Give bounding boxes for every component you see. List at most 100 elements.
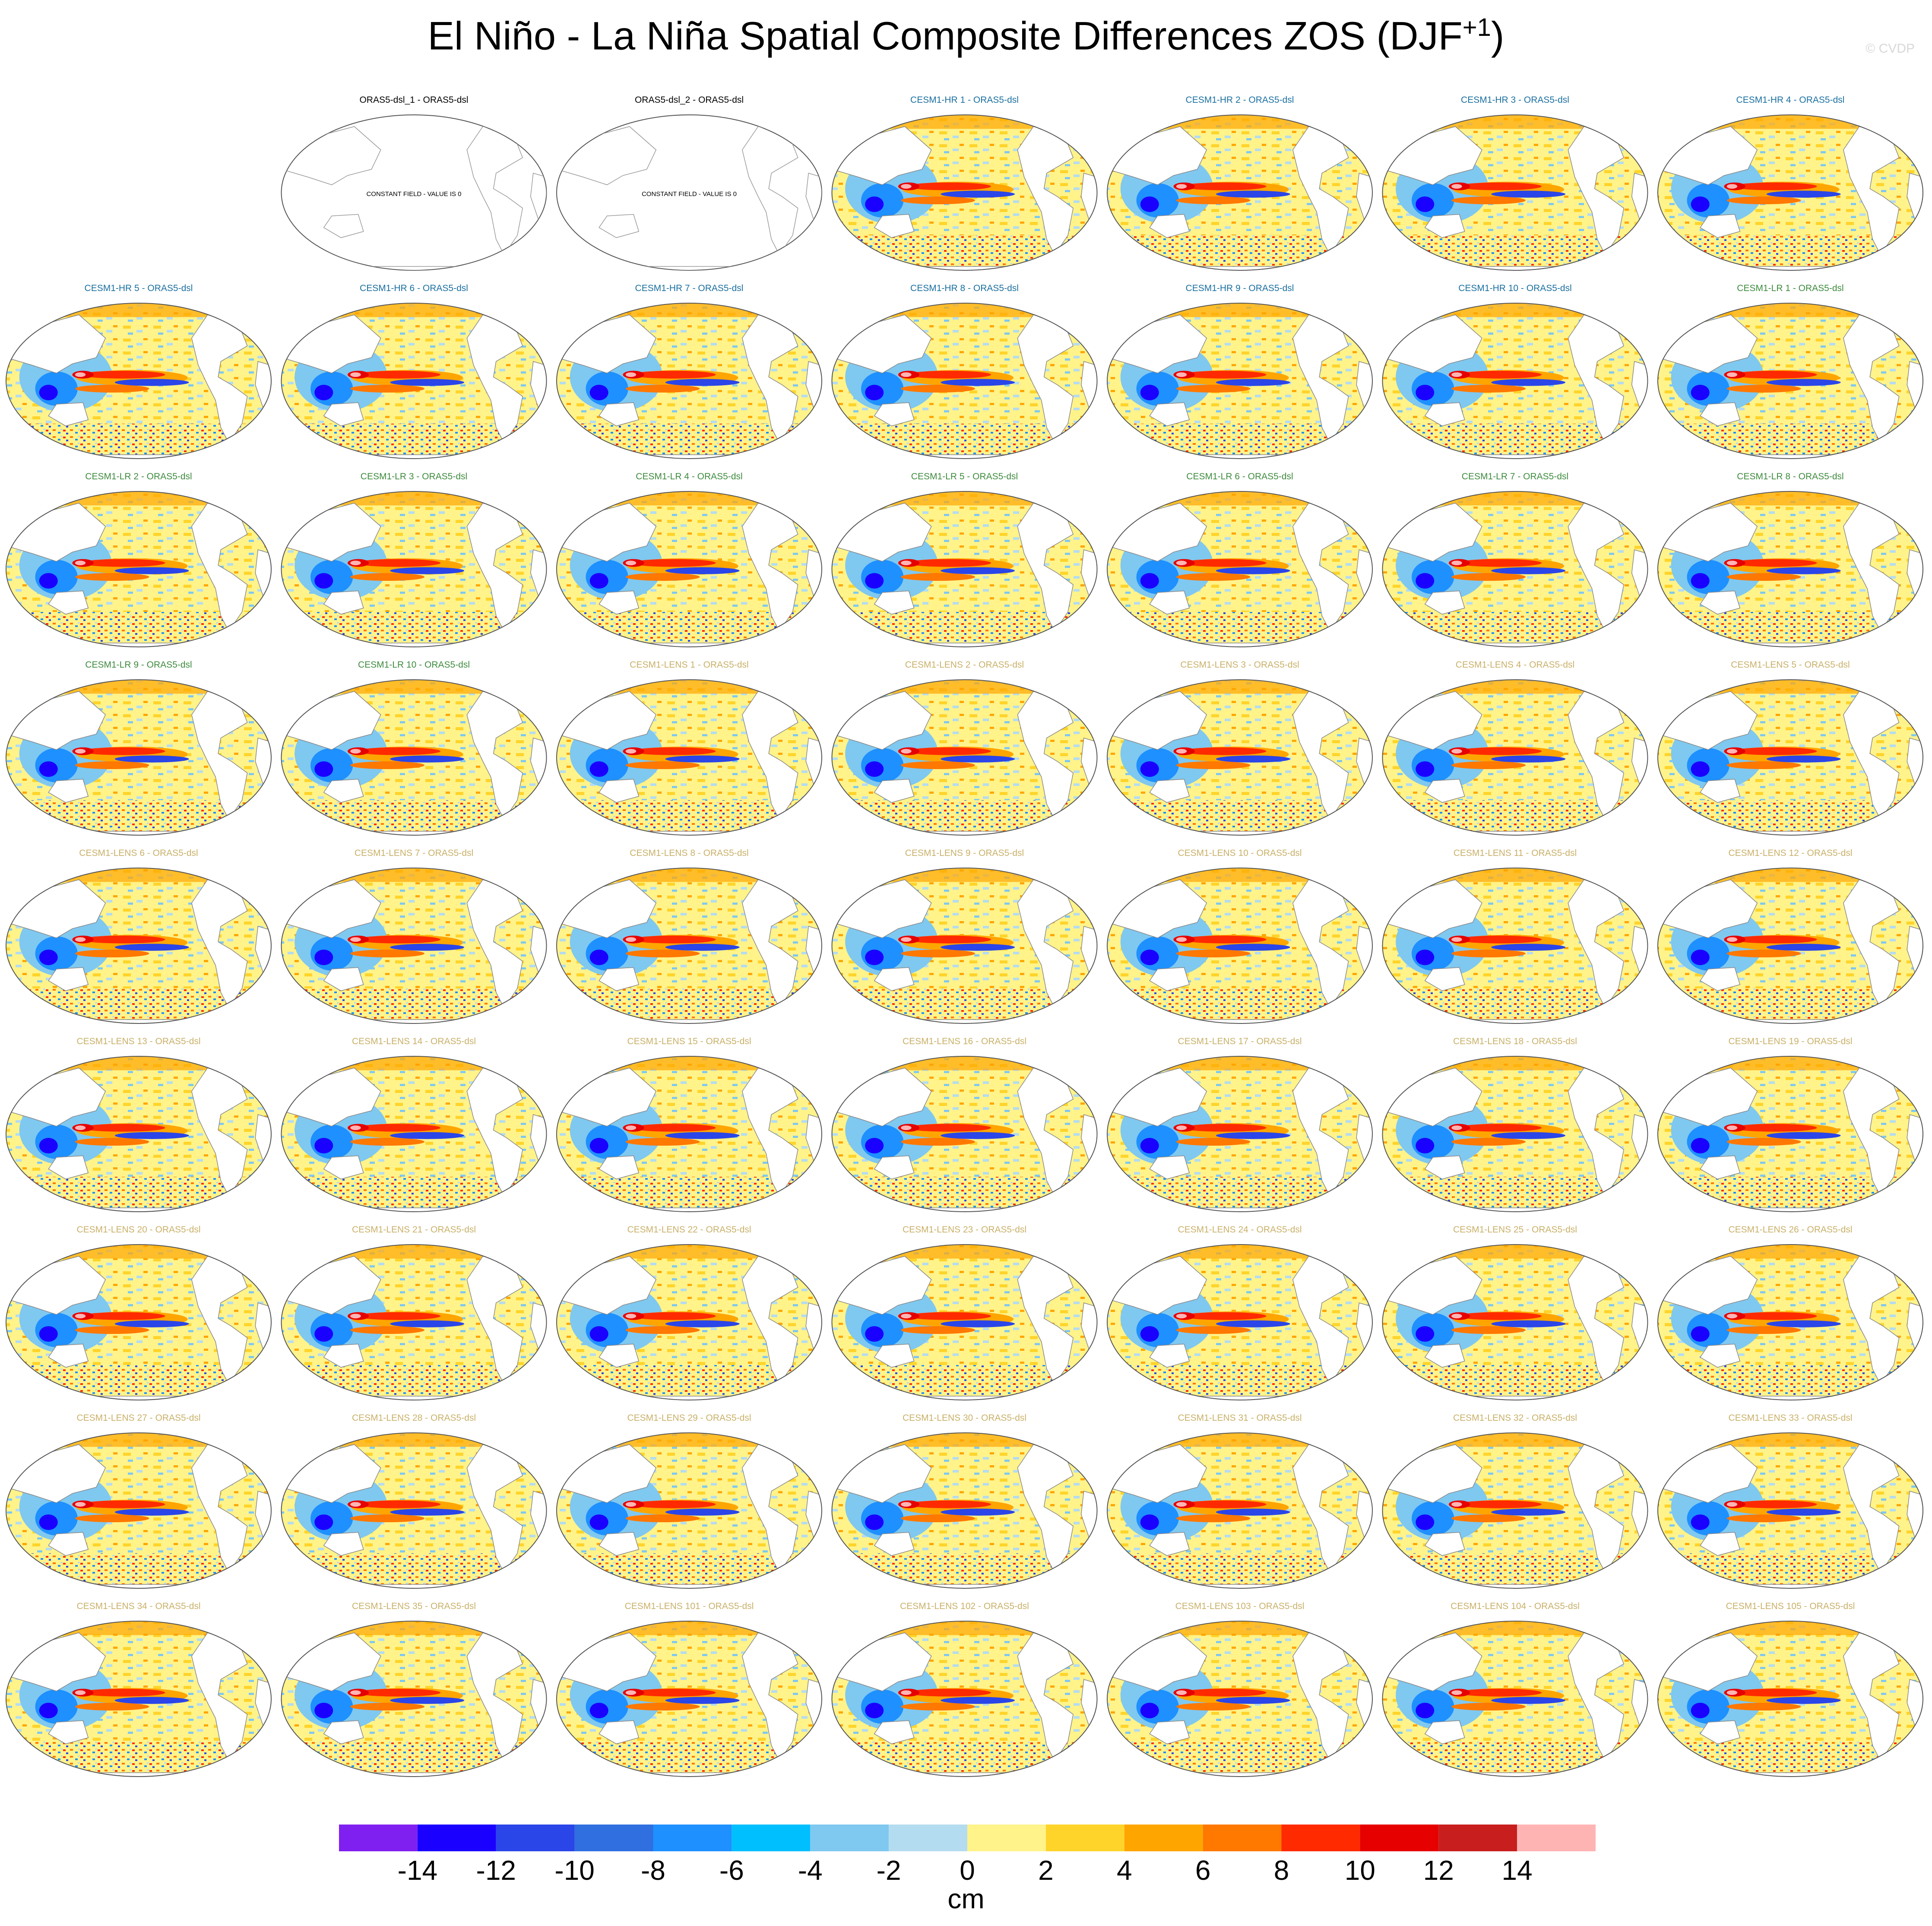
panel-label: CESM1-LENS 30 - ORAS5-dsl [903,1413,1026,1423]
map-outline [556,303,822,459]
land-shape [1017,1256,1074,1385]
colorbar-tick-label: 8 [1274,1855,1289,1885]
panel-label: CESM1-LENS 34 - ORAS5-dsl [76,1601,200,1611]
land-shape [1382,1772,1648,1777]
map-panel: CESM1-LENS 18 - ORAS5-dsl [1382,1036,1648,1212]
map-field [281,868,547,1023]
panel-label: CESM1-LENS 7 - ORAS5-dsl [355,848,473,858]
land-shape [466,1632,523,1762]
land-shape [466,503,523,632]
land-shape [1292,126,1349,256]
land-shape [832,831,1097,835]
land-shape [281,643,547,647]
map-panel: CESM1-LENS 26 - ORAS5-dsl [1657,1225,1923,1400]
map-outline [1657,1432,1923,1589]
map-panel: CESM1-LENS 105 - ORAS5-dsl [1657,1601,1923,1777]
panel-label: CESM1-HR 1 - ORAS5-dsl [910,95,1019,105]
map-field [281,1433,547,1588]
land-shape [1382,1396,1648,1400]
panel-label: CESM1-HR 4 - ORAS5-dsl [1736,95,1845,105]
panel-label: CESM1-LENS 4 - ORAS5-dsl [1456,660,1574,670]
land-shape [1843,1632,1900,1762]
map-panel: CESM1-LR 3 - ORAS5-dsl [281,472,547,647]
land-shape [1017,691,1074,820]
map-field [557,1056,822,1212]
land-shape [191,1632,248,1762]
map-outline [831,1244,1098,1400]
land-shape [557,1019,822,1023]
map-field [1658,1245,1923,1400]
land-shape [1382,454,1648,459]
panel-label: CESM1-LENS 23 - ORAS5-dsl [903,1225,1026,1235]
land-shape [1017,1444,1074,1574]
land-shape [1700,967,1741,992]
colorbar-tick-label: -8 [641,1855,665,1885]
land-shape [1700,779,1741,803]
map-panel: CESM1-LENS 1 - ORAS5-dsl [556,660,822,836]
land-shape [323,967,364,992]
map-outline [281,1244,547,1400]
map-field [6,1056,271,1212]
panel-label: CESM1-HR 9 - ORAS5-dsl [1186,283,1294,293]
map-panel: CESM1-LENS 22 - ORAS5-dsl [556,1225,822,1400]
map-panel: ORAS5-dsl_2 - ORAS5-dsl CONSTANT FIELD - … [556,95,822,271]
land-shape [6,1584,271,1588]
map-panel: CESM1-LENS 13 - ORAS5-dsl [6,1036,272,1212]
panel-label: ORAS5-dsl_1 - ORAS5-dsl [359,95,468,105]
land-shape [599,590,640,615]
panel-label: CESM1-LENS 21 - ORAS5-dsl [352,1225,476,1235]
panel-label: CESM1-LR 4 - ORAS5-dsl [636,472,742,482]
land-shape [1107,1396,1372,1400]
title-close: ) [1491,14,1504,58]
map-field [1107,1245,1372,1400]
panel-label: CESM1-LENS 1 - ORAS5-dsl [630,660,748,670]
map-field [1658,680,1923,835]
land-shape [1017,879,1074,1009]
landmasses [281,1256,547,1400]
map-panel: CESM1-LENS 17 - ORAS5-dsl [1107,1036,1373,1212]
map-panel: CESM1-HR 1 - ORAS5-dsl [831,95,1098,271]
land-shape [1658,1772,1923,1777]
map-outline [281,491,547,647]
land-shape [466,879,523,1009]
land-shape [6,643,271,647]
map-panel: CESM1-LENS 11 - ORAS5-dsl [1382,848,1648,1024]
land-shape [1568,879,1625,1009]
land-shape [1658,1207,1923,1212]
map-field [1382,491,1648,647]
panel-label: CESM1-LENS 19 - ORAS5-dsl [1728,1036,1852,1046]
land-shape [599,1720,640,1745]
map-field [281,491,547,647]
land-shape [191,1068,248,1197]
map-outline [831,1056,1098,1212]
land-shape [832,454,1097,459]
colorbar-swatch [417,1825,496,1851]
land-shape [1568,314,1625,444]
map-field [6,303,271,459]
colorbar-tick-label: 0 [960,1855,975,1885]
panel-label: CESM1-HR 6 - ORAS5-dsl [360,283,468,293]
land-shape [281,831,547,835]
map-panel: CESM1-LENS 8 - ORAS5-dsl [556,848,822,1024]
title-superscript: +1 [1462,13,1491,41]
map-panel: CESM1-LENS 16 - ORAS5-dsl [831,1036,1098,1212]
map-outline [1657,868,1923,1024]
colorbar-swatch [1281,1825,1360,1851]
map-field [281,1056,547,1212]
land-shape [323,402,364,427]
colorbar-swatch [1045,1825,1124,1851]
colorbar-swatch [810,1825,889,1851]
colorbar-swatch [1360,1825,1439,1851]
map-field [6,868,271,1023]
colorbar-swatch [1203,1825,1282,1851]
land-shape [1658,643,1923,647]
map-panel: CESM1-LENS 103 - ORAS5-dsl [1107,1601,1373,1777]
land-shape [874,1343,915,1368]
map-outline [556,491,822,647]
map-panel: CESM1-HR 10 - ORAS5-dsl [1382,283,1648,459]
panel-label: CESM1-LR 9 - ORAS5-dsl [85,660,192,670]
map-panel: CESM1-LR 8 - ORAS5-dsl [1657,472,1923,647]
map-field [832,1433,1097,1588]
land-shape [281,126,381,185]
panel-label: CESM1-LR 5 - ORAS5-dsl [911,472,1018,482]
